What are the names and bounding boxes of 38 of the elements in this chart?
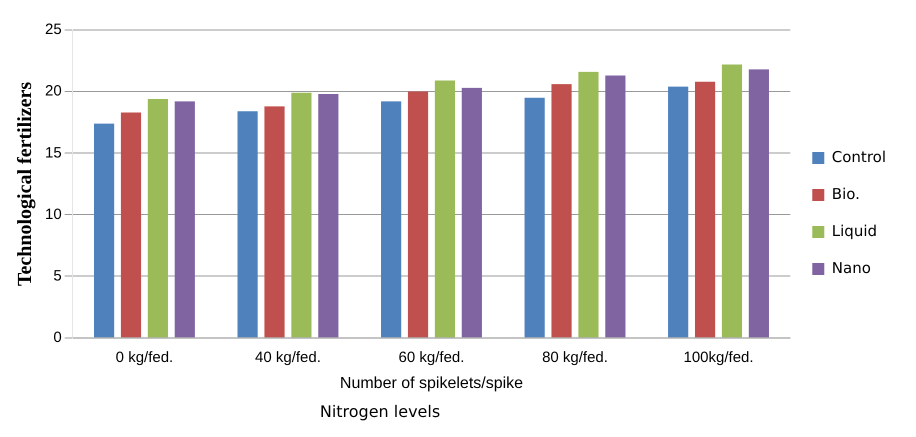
x-tick-label: 100kg/fed. [683,348,754,366]
bar [551,84,572,338]
bar [264,106,285,338]
bar [668,86,688,338]
bar [291,92,312,338]
bar [408,92,428,338]
x-tick-label: 0 kg/fed. [116,348,174,366]
x-tick-label: 40 kg/fed. [255,348,321,366]
bar [722,64,742,338]
x-tick-label: 80 kg/fed. [542,348,608,366]
bar [238,111,258,338]
y-tick-label: 20 [44,82,62,100]
bar [605,76,626,338]
bar [434,80,456,338]
y-tick-label: 25 [44,21,62,38]
x-tick-label: 60 kg/fed. [398,348,464,366]
bar [94,124,114,338]
bar [120,112,142,338]
bar [462,88,482,338]
bar [578,72,599,338]
legend-label: Nano [832,258,871,277]
y-tick-label: 15 [44,144,62,162]
bar [748,69,769,338]
legend-label: Control [832,148,886,166]
legend-label: Bio. [832,184,860,203]
y-tick-label: 0 [53,328,62,346]
y-tick-label: 5 [53,267,62,284]
legend-label: Liquid [832,222,878,240]
x-axis-title: Number of spikelets/spike [340,374,524,392]
bar [318,94,338,338]
bar [694,82,716,338]
bar [381,101,402,338]
text: Nitrogen levels [318,402,442,421]
bar [524,98,545,338]
bar [174,101,195,338]
y-tick-label: 10 [44,206,62,223]
y-axis-title: Technological fertilizers [14,82,36,286]
bar [148,98,168,338]
